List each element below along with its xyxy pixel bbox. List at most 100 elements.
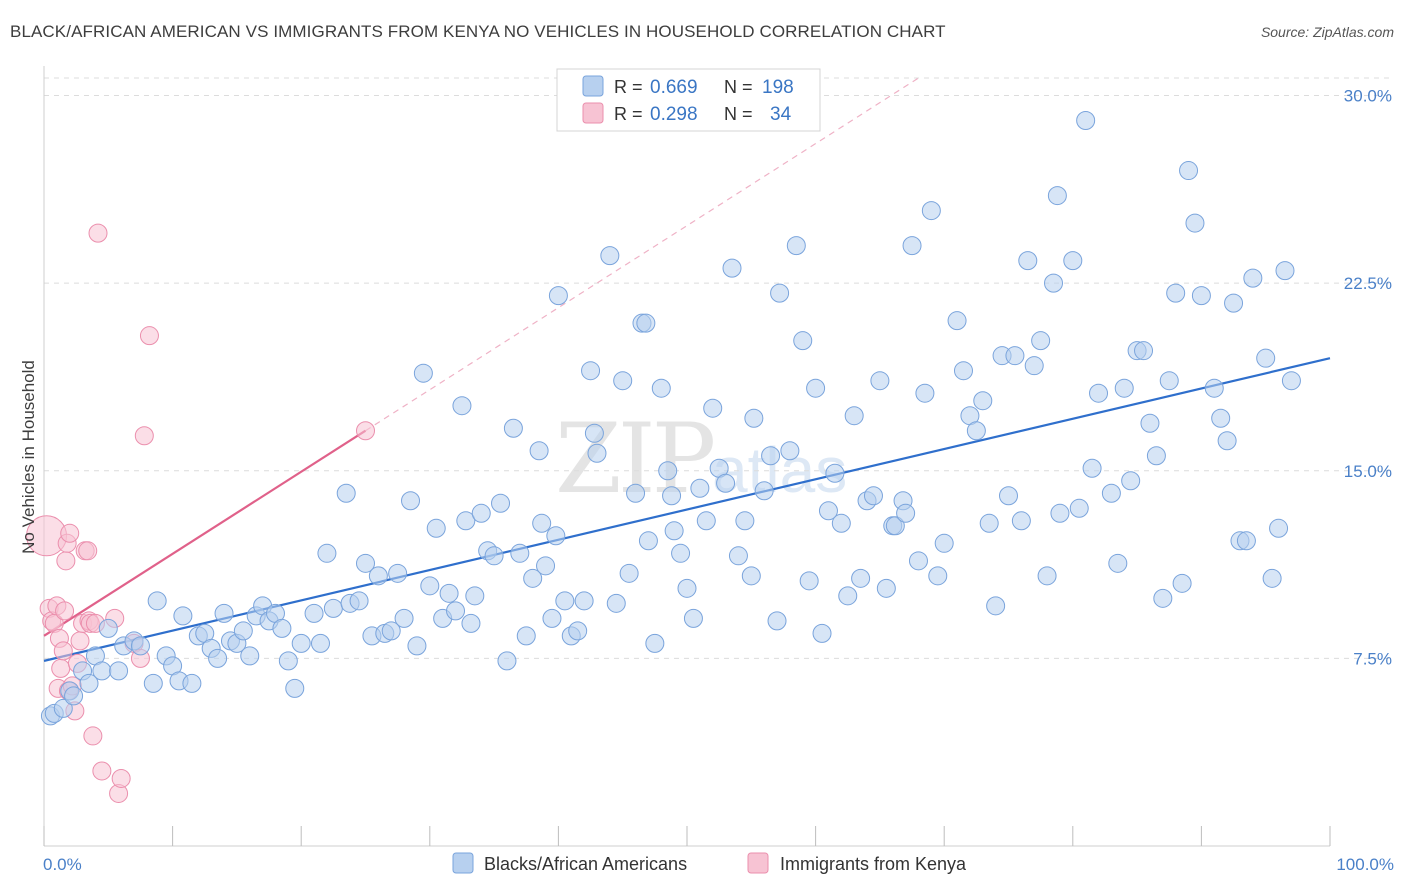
black-point [677,578,697,598]
black-point [317,543,337,563]
black-point [233,621,253,641]
black-point [744,408,764,428]
black-point [53,698,73,718]
y-tick-label: 7.5% [1353,649,1392,668]
black-point [973,391,993,411]
y-axis-label: No Vehicles in Household [19,360,38,554]
black-point [851,568,871,588]
black-point [722,258,742,278]
black-point [291,633,311,653]
black-point [831,513,851,533]
black-point [651,378,671,398]
black-point [465,586,485,606]
black-point [546,526,566,546]
black-point [523,568,543,588]
kenya-point [51,658,71,678]
y-tick-label: 30.0% [1344,87,1392,106]
black-point [683,608,703,628]
black-point [934,533,954,553]
black-point [214,603,234,623]
black-point [1159,371,1179,391]
black-point [838,586,858,606]
black-point [1076,111,1096,131]
black-point [735,511,755,531]
y-tick-label: 22.5% [1344,274,1392,293]
black-point [876,578,896,598]
black-point [966,421,986,441]
black-point [555,591,575,611]
black-point [272,618,292,638]
black-point [497,651,517,671]
black-point [1047,186,1067,206]
black-point [638,531,658,551]
black-point [401,491,421,511]
black-point [664,521,684,541]
black-point [285,678,305,698]
black-point [426,518,446,538]
series-legend: Blacks/African Americans Immigrants from… [452,852,967,874]
black-point [394,608,414,628]
watermark-atlas: atlas [712,434,847,506]
black-point [947,311,967,331]
black-point [536,556,556,576]
black-point [1179,161,1199,181]
black-point [1217,431,1237,451]
black-point [690,478,710,498]
legend-n-label-1: N = [724,77,753,97]
black-point [870,371,890,391]
kenya-point [111,768,131,788]
black-point [1281,371,1301,391]
kenya-point [92,761,112,781]
black-point [1243,268,1263,288]
black-point [716,473,736,493]
black-point [1191,286,1211,306]
kenya-point [70,631,90,651]
kenya-points [26,223,375,803]
black-point [896,503,916,523]
kenya-point [88,223,108,243]
black-point [928,566,948,586]
black-point [799,571,819,591]
black-point [510,543,530,563]
black-point [407,636,427,656]
black-point [92,661,112,681]
black-points [40,111,1301,726]
black-point [1089,383,1109,403]
chart-title: BLACK/AFRICAN AMERICAN VS IMMIGRANTS FRO… [10,22,946,41]
black-point [662,486,682,506]
black-point [999,486,1018,506]
black-point [336,483,356,503]
legend-swatch-pink [582,102,604,124]
black-point [1211,408,1231,428]
kenya-point [356,421,375,441]
black-point [863,486,883,506]
black-point [587,443,607,463]
black-point [1153,588,1173,608]
black-point [1262,568,1282,588]
black-point [921,201,941,221]
black-point [461,613,481,633]
black-point [1166,283,1186,303]
black-point [79,673,99,693]
black-point [381,621,401,641]
black-point [147,591,167,611]
black-point [793,331,813,351]
black-point [613,371,633,391]
black-point [1011,511,1031,531]
kenya-point [134,426,154,446]
black-point [574,591,594,611]
black-point [1140,413,1160,433]
black-point [278,651,298,671]
black-point [1044,273,1064,293]
black-point [1172,573,1192,593]
black-point [986,596,1006,616]
black-point [671,543,691,563]
black-point [584,423,604,443]
black-point [356,553,375,573]
black-point [1005,346,1025,366]
black-point [754,481,774,501]
black-point [1121,471,1141,491]
black-point [1256,348,1276,368]
black-point [1108,553,1128,573]
black-point [761,446,781,466]
